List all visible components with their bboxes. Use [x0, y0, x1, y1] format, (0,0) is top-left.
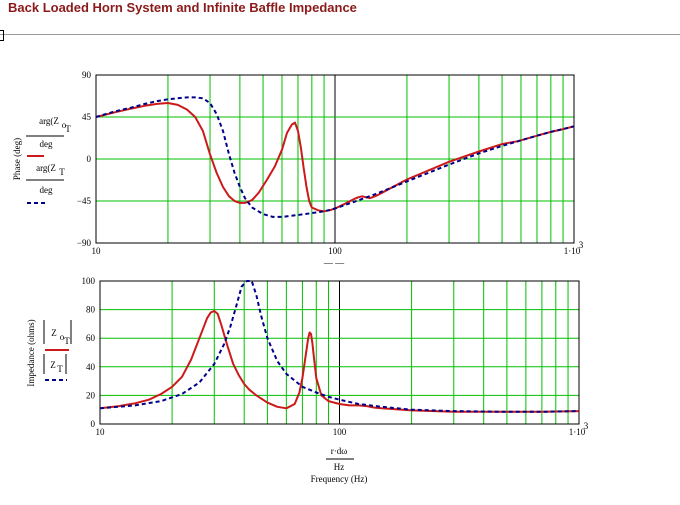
y-tick-label: 80 — [86, 305, 96, 315]
gridlines — [96, 75, 574, 243]
impedance-plot: 100 80 60 40 20 010 100 1·103 — [82, 276, 589, 437]
x-tick-exponent: 3 — [584, 421, 589, 431]
legend-denom: deg — [40, 139, 53, 149]
y-axis-title: Phase (deg) — [12, 138, 22, 180]
legend-expr: Z — [51, 328, 57, 338]
legend-sub: T — [64, 336, 70, 346]
legend-expr: arg(Z — [39, 116, 59, 126]
x-axis-title: Frequency (Hz) — [311, 474, 368, 484]
x-axis-denom: Hz — [334, 462, 345, 472]
legend-sub: T — [59, 167, 65, 177]
y-tick-label: 0 — [87, 154, 92, 164]
gridlines — [100, 281, 579, 424]
y-axis-title: Impedance (ohms) — [26, 319, 36, 386]
series-line-horn — [99, 310, 580, 413]
y-tick-label: 40 — [86, 362, 96, 372]
plot-frame — [95, 74, 575, 244]
x-axis-label-hidden: — — — [323, 258, 345, 268]
y-tick-label: 90 — [82, 70, 92, 80]
y-axis-label: Impedance (ohms) — [26, 319, 36, 386]
y-tick-label: −90 — [77, 238, 92, 248]
region-marker[interactable] — [0, 30, 4, 41]
x-axis-expr: r·dω — [331, 446, 347, 456]
plot-frame — [99, 280, 580, 425]
y-tick-label: 20 — [86, 390, 96, 400]
x-tick-label: 100 — [333, 427, 347, 437]
y-tick-label: 60 — [86, 333, 96, 343]
x-tick-label: 1·10 — [564, 246, 581, 256]
x-tick-label: 10 — [92, 246, 102, 256]
x-tick-exponent: 3 — [579, 240, 584, 250]
legend-denom: deg — [40, 185, 53, 195]
legend-expr: Z — [50, 360, 56, 370]
legend-sub: o — [60, 332, 65, 342]
x-tick-label: 100 — [328, 246, 342, 256]
y-tick-label: −45 — [77, 196, 92, 206]
series-line-baffle — [95, 96, 575, 218]
y-tick-label: 45 — [82, 112, 92, 122]
y-axis-label: Phase (deg) — [12, 138, 22, 180]
series-line-horn — [95, 102, 575, 213]
region-divider — [0, 34, 680, 35]
x-tick-label: 10 — [96, 427, 106, 437]
page-title: Back Loaded Horn System and Infinite Baf… — [8, 0, 357, 15]
legend-sub: T — [57, 364, 63, 374]
y-tick-label: 0 — [91, 419, 96, 429]
legend-sub: T — [65, 124, 71, 134]
y-tick-label: 100 — [82, 276, 96, 286]
legend-sub: o — [62, 120, 67, 130]
legend-expr: arg(Z — [36, 163, 56, 173]
x-tick-label: 1·10 — [569, 427, 586, 437]
